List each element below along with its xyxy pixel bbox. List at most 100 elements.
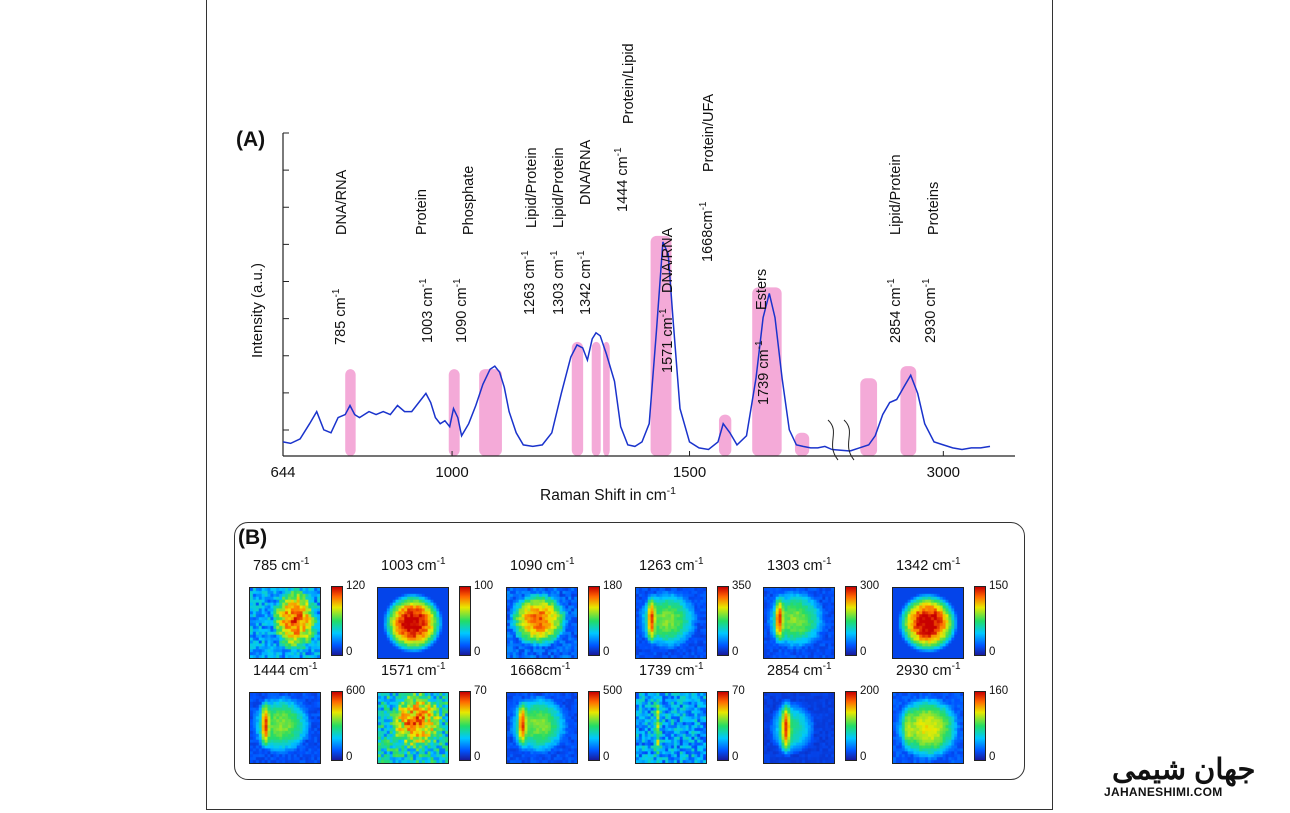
colorbar-8 (588, 691, 600, 761)
heatmap-10 (763, 692, 835, 764)
heatmap-7 (377, 692, 449, 764)
heatmap-1 (377, 587, 449, 659)
map-title-10: 2854 cm-1 (767, 661, 832, 679)
spectrum-line-high (849, 373, 991, 452)
band-peak-label-2: 1090 cm-1 (452, 278, 470, 343)
y-axis-label: Intensity (a.u.) (249, 263, 266, 358)
colorbar-min-9: 0 (732, 751, 739, 763)
map-title-7: 1571 cm-1 (381, 661, 446, 679)
band-peak-label-10: 2854 cm-1 (886, 278, 904, 343)
colorbar-7 (459, 691, 471, 761)
heatmap-3 (635, 587, 707, 659)
band-assignment-label-3: Lipid/Protein (524, 147, 540, 228)
band-6 (650, 235, 672, 456)
colorbar-min-4: 0 (860, 646, 867, 658)
band-peak-label-5: 1342 cm-1 (576, 250, 594, 315)
band-peak-label-7: 1571 cm-1 (658, 308, 676, 373)
map-title-8: 1668cm-1 (510, 661, 571, 679)
x-tick-label-3: 3000 (927, 464, 960, 481)
x-tick-label-0: 644 (270, 464, 295, 481)
map-title-3: 1263 cm-1 (639, 556, 704, 574)
colorbar-min-8: 0 (603, 751, 610, 763)
x-tick-label-1: 1000 (435, 464, 468, 481)
watermark-logo: جهان شیمی JAHANESHIMI.COM (1104, 752, 1266, 802)
colorbar-min-3: 0 (732, 646, 739, 658)
band-peak-label-0: 785 cm-1 (331, 288, 349, 345)
band-peak-label-6: 1444 cm-1 (613, 147, 631, 212)
watermark-arabic: جهان شیمی (1112, 754, 1256, 786)
colorbar-4 (845, 586, 857, 656)
heatmap-8 (506, 692, 578, 764)
watermark-latin: JAHANESHIMI.COM (1104, 785, 1223, 799)
colorbar-min-6: 0 (346, 751, 353, 763)
x-axis-label: Raman Shift in cm-1 (540, 485, 676, 504)
axis-break-mark-1 (843, 419, 855, 461)
band-assignment-label-1: Protein (414, 189, 430, 235)
heatmap-11 (892, 692, 964, 764)
band-peak-label-4: 1303 cm-1 (549, 250, 567, 315)
band-assignment-label-10: Lipid/Protein (888, 154, 904, 235)
band-peak-label-11: 2930 cm-1 (921, 278, 939, 343)
band-1 (448, 369, 460, 456)
colorbar-min-1: 0 (474, 646, 481, 658)
band-assignment-label-4: Lipid/Protein (551, 147, 567, 228)
spectrum-line-bridge (831, 448, 851, 452)
band-peak-label-1: 1003 cm-1 (418, 278, 436, 343)
band-2 (479, 369, 502, 456)
panel-b-box (234, 522, 1025, 780)
colorbar-9 (717, 691, 729, 761)
panel-b-label: (B) (238, 526, 268, 549)
map-title-4: 1303 cm-1 (767, 556, 832, 574)
colorbar-max-4: 300 (860, 580, 880, 592)
band-peak-label-9: 1739 cm-1 (754, 340, 772, 405)
colorbar-max-5: 150 (989, 580, 1009, 592)
colorbar-max-0: 120 (346, 580, 366, 592)
heatmap-2 (506, 587, 578, 659)
band-8 (752, 287, 782, 456)
band-10 (860, 378, 878, 456)
x-tick-label-2: 1500 (673, 464, 706, 481)
heatmap-9 (635, 692, 707, 764)
spectrum-chart: 644 1000 1500 3000 785 cm-1 DNA/RNA 1003 cm-1 P… (236, 43, 1015, 504)
colorbar-min-7: 0 (474, 751, 481, 763)
colorbar-2 (588, 586, 600, 656)
colorbar-max-10: 200 (860, 685, 880, 697)
band-3 (571, 341, 584, 456)
colorbar-max-7: 70 (474, 685, 487, 697)
band-peak-label-3: 1263 cm-1 (520, 250, 538, 315)
map-title-6: 1444 cm-1 (253, 661, 318, 679)
band-assignment-label-2: Phosphate (461, 166, 477, 235)
band-9 (794, 432, 810, 456)
band-assignment-label-11: Proteins (926, 182, 942, 235)
colorbar-5 (974, 586, 986, 656)
colorbar-min-10: 0 (860, 751, 867, 763)
colorbar-min-11: 0 (989, 751, 996, 763)
map-title-0: 785 cm-1 (253, 556, 310, 574)
map-title-2: 1090 cm-1 (510, 556, 575, 574)
colorbar-6 (331, 691, 343, 761)
colorbar-max-6: 600 (346, 685, 366, 697)
colorbar-max-9: 70 (732, 685, 745, 697)
map-title-9: 1739 cm-1 (639, 661, 704, 679)
heatmap-6 (249, 692, 321, 764)
band-7 (718, 414, 732, 456)
map-title-5: 1342 cm-1 (896, 556, 961, 574)
colorbar-11 (974, 691, 986, 761)
band-0 (345, 369, 356, 456)
colorbar-min-5: 0 (989, 646, 996, 658)
colorbar-1 (459, 586, 471, 656)
axis-break-mark-0 (827, 419, 839, 461)
colorbar-max-8: 500 (603, 685, 623, 697)
band-assignment-label-6: Protein/Lipid (621, 43, 637, 124)
heatmap-5 (892, 587, 964, 659)
band-4 (591, 341, 601, 456)
colorbar-max-1: 100 (474, 580, 494, 592)
band-assignment-label-5: DNA/RNA (578, 139, 594, 205)
band-peak-label-8: 1668cm-1 (698, 201, 716, 262)
colorbar-3 (717, 586, 729, 656)
spectrum-line-low (282, 241, 833, 451)
colorbar-min-2: 0 (603, 646, 610, 658)
band-11 (900, 366, 917, 456)
heatmap-4 (763, 587, 835, 659)
map-title-11: 2930 cm-1 (896, 661, 961, 679)
